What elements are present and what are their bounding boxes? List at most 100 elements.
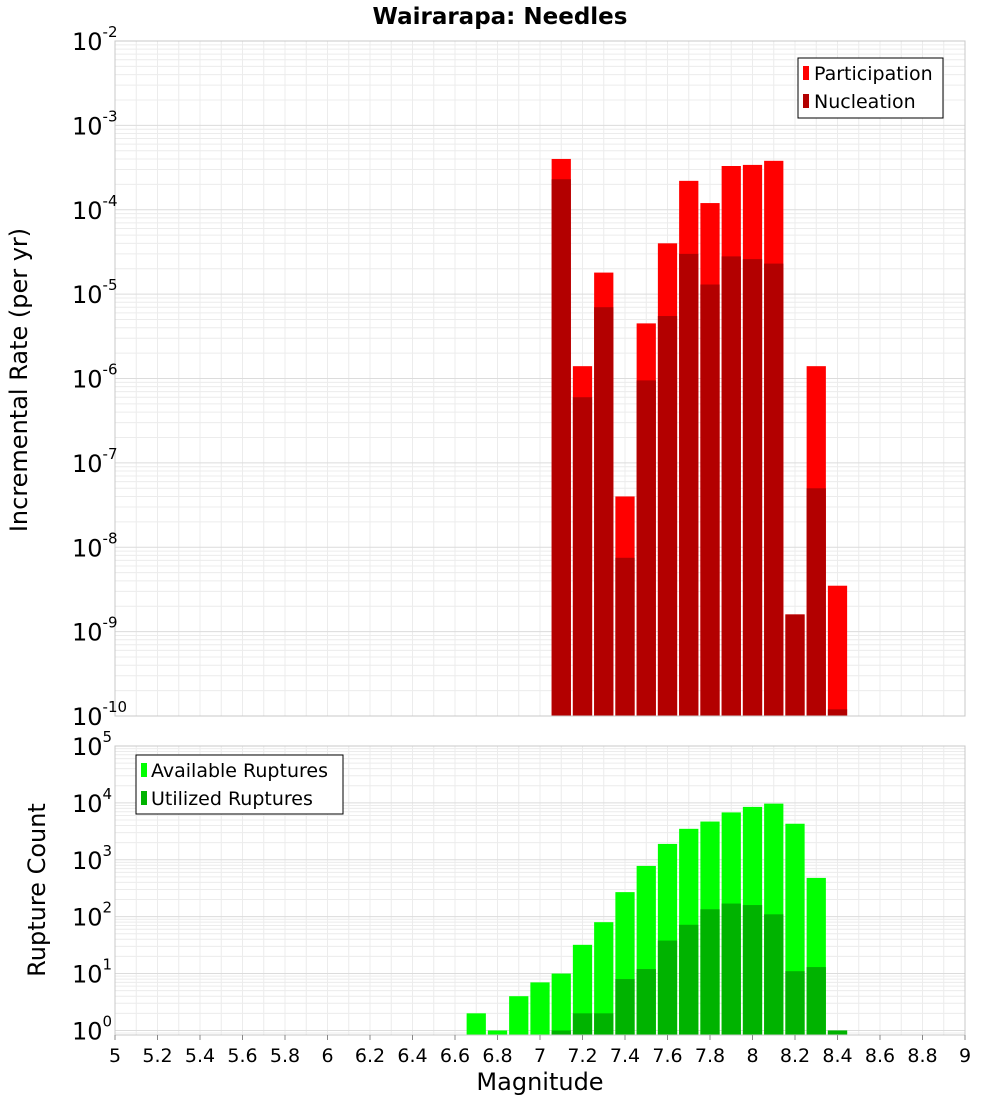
y-tick-base: 10: [72, 28, 103, 56]
y-tick-base: 10: [72, 1017, 103, 1045]
bar-nucleation: [657, 316, 678, 716]
x-tick-label: 5: [109, 1045, 121, 1067]
y-tick-base: 10: [72, 790, 103, 818]
y-tick-label: 10-7: [72, 445, 118, 478]
x-tick-label: 6.4: [397, 1045, 427, 1067]
legend-swatch-nucleation: [803, 94, 809, 108]
bar-utilized-ruptures: [657, 940, 678, 1035]
legend-label-participation: Participation: [814, 63, 933, 85]
bar-utilized-ruptures: [594, 1013, 614, 1035]
bar-available-ruptures: [509, 996, 529, 1035]
y-tick-exponent: 5: [103, 728, 113, 746]
bar-utilized-ruptures: [700, 909, 720, 1035]
bar-utilized-ruptures: [806, 967, 826, 1035]
legend-swatch-available: [141, 763, 147, 777]
bar-utilized-ruptures: [721, 903, 741, 1035]
y-tick-label: 10-5: [72, 276, 118, 309]
x-tick-label: 6.6: [440, 1045, 470, 1067]
legend-label-nucleation: Nucleation: [814, 91, 916, 113]
y-tick-label: 103: [72, 842, 112, 875]
legend-swatch-participation: [803, 66, 809, 80]
y-tick-base: 10: [72, 961, 103, 989]
y-tick-exponent: 2: [103, 899, 113, 917]
bar-nucleation: [721, 256, 741, 716]
y-tick-base: 10: [72, 733, 103, 761]
bottom-bars: [466, 803, 848, 1035]
y-tick-base: 10: [72, 197, 103, 225]
bar-nucleation: [827, 709, 848, 716]
y-tick-base: 10: [72, 534, 103, 562]
y-tick-label: 10-6: [72, 361, 118, 394]
bar-nucleation: [636, 380, 656, 716]
bar-utilized-ruptures: [636, 969, 656, 1035]
y-tick-exponent: -9: [103, 614, 118, 632]
x-tick-label: 7.8: [695, 1045, 725, 1067]
y-tick-label: 105: [72, 728, 112, 761]
y-tick-label: 10-9: [72, 614, 118, 647]
y-tick-exponent: -3: [103, 107, 118, 125]
bar-nucleation: [615, 557, 635, 716]
bar-nucleation: [679, 253, 699, 716]
y-tick-base: 10: [72, 703, 103, 731]
y-tick-exponent: 4: [103, 785, 113, 803]
top-y-axis-label: Incremental Rate (per yr): [5, 228, 33, 532]
x-tick-label: 5.4: [185, 1045, 215, 1067]
top-plot-frame: [114, 40, 966, 717]
bar-utilized-ruptures: [551, 1030, 571, 1035]
top-panel: 10-210-310-410-510-610-710-810-910-10 In…: [5, 23, 966, 731]
y-tick-exponent: -4: [103, 192, 118, 210]
bar-available-ruptures: [530, 982, 550, 1035]
bottom-legend-box: [135, 754, 344, 815]
x-tick-label: 7.6: [652, 1045, 682, 1067]
bar-utilized-ruptures: [764, 914, 784, 1035]
x-tick-label: 7.4: [610, 1045, 640, 1067]
y-tick-label: 10-10: [72, 698, 127, 731]
y-tick-label: 10-4: [72, 192, 118, 225]
x-tick-label: 5.2: [142, 1045, 172, 1067]
bar-nucleation: [742, 259, 763, 716]
bar-nucleation: [551, 179, 571, 716]
bar-available-ruptures: [487, 1030, 508, 1035]
y-tick-exponent: 1: [103, 956, 113, 974]
bar-nucleation: [806, 488, 826, 716]
x-ticks: 5 5.2 5.4 5.6 5.8 6 6.2 6.4 6.6 6.8 7 7.2 7.4 7.6 7.8 8…: [109, 1035, 971, 1067]
y-tick-exponent: 0: [103, 1012, 113, 1030]
bar-nucleation: [785, 614, 805, 716]
y-tick-base: 10: [72, 450, 103, 478]
y-tick-label: 10-8: [72, 529, 118, 562]
bar-nucleation: [572, 397, 593, 716]
y-tick-base: 10: [72, 112, 103, 140]
top-y-ticks: 10-210-310-410-510-610-710-810-910-10: [72, 23, 127, 731]
x-tick-label: 9: [959, 1045, 971, 1067]
y-tick-label: 10-3: [72, 107, 118, 140]
x-tick-label: 8: [746, 1045, 758, 1067]
x-tick-label: 6.8: [482, 1045, 512, 1067]
chart-title: Wairarapa: Needles: [373, 4, 628, 30]
bar-nucleation: [764, 263, 784, 716]
y-tick-exponent: -2: [103, 23, 118, 41]
bar-utilized-ruptures: [615, 979, 635, 1035]
y-tick-exponent: -8: [103, 529, 118, 547]
x-tick-label: 5.6: [227, 1045, 257, 1067]
y-tick-label: 100: [72, 1012, 112, 1045]
legend-label-available: Available Ruptures: [151, 760, 328, 782]
bar-nucleation: [700, 284, 720, 716]
x-axis-label: Magnitude: [476, 1068, 603, 1096]
y-tick-exponent: -6: [103, 361, 118, 379]
y-tick-base: 10: [72, 904, 103, 932]
y-tick-exponent: 3: [103, 842, 113, 860]
x-tick-label: 7.2: [567, 1045, 597, 1067]
legend-label-utilized: Utilized Ruptures: [151, 788, 313, 810]
y-tick-base: 10: [72, 281, 103, 309]
y-tick-exponent: -7: [103, 445, 118, 463]
x-tick-label: 6.2: [355, 1045, 385, 1067]
bar-available-ruptures: [594, 922, 614, 1035]
y-tick-label: 101: [72, 956, 112, 989]
bar-nucleation: [594, 307, 614, 716]
y-tick-label: 10-2: [72, 23, 118, 56]
y-tick-base: 10: [72, 366, 103, 394]
bottom-y-axis-label: Rupture Count: [23, 803, 51, 977]
x-tick-label: 8.2: [780, 1045, 810, 1067]
